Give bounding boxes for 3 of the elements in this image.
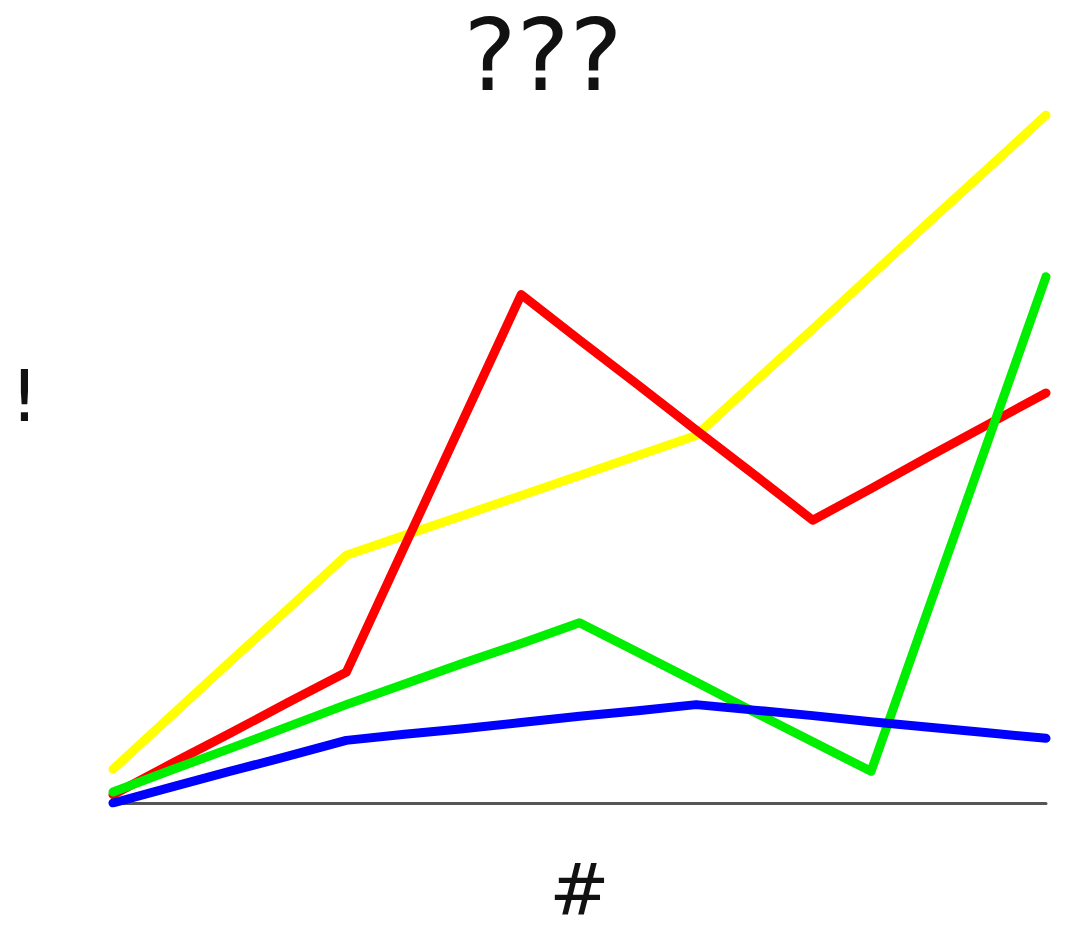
y-axis-title: ! [10, 354, 39, 438]
x-axis-title: # [549, 847, 610, 930]
chart-title: ??? [463, 0, 623, 114]
